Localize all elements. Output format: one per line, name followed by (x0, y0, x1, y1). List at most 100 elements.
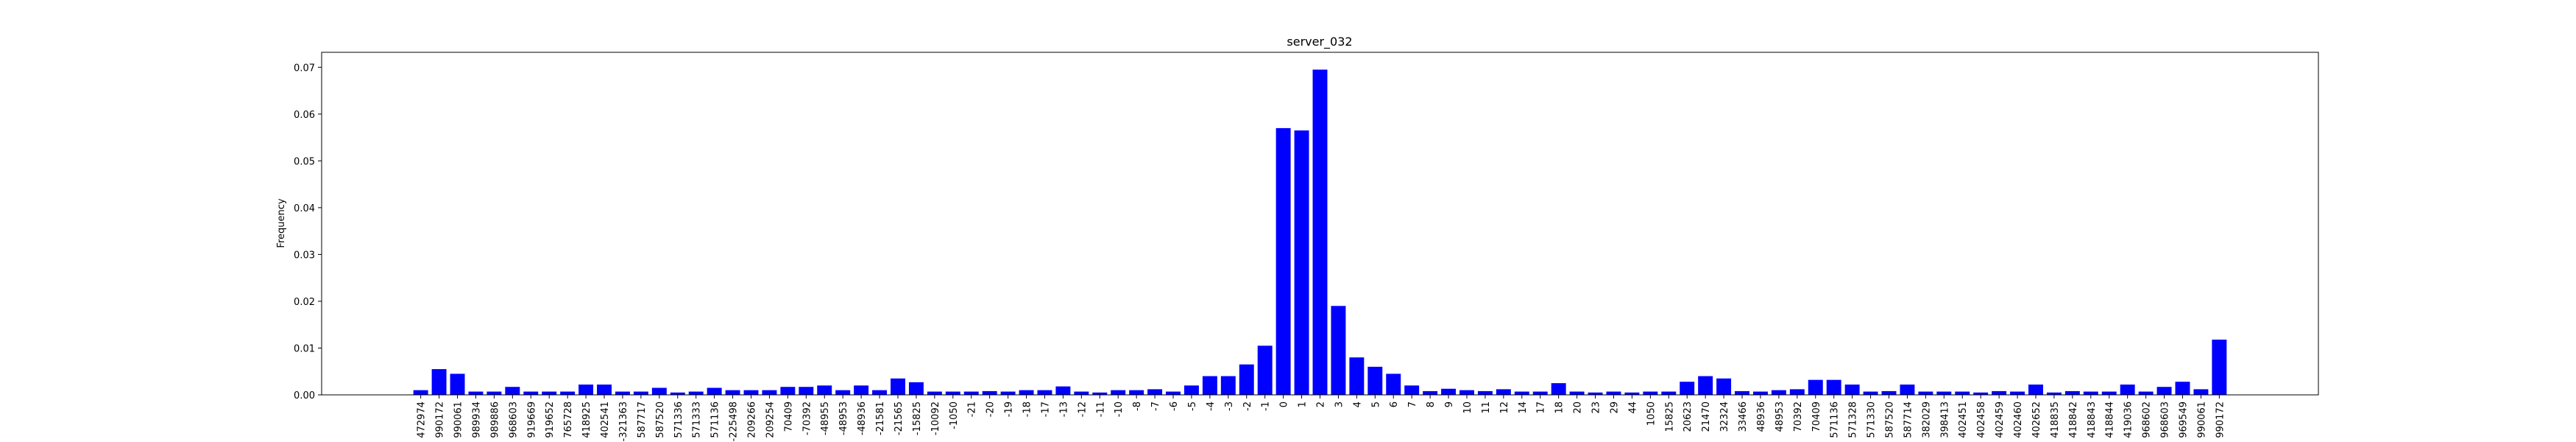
x-tick-label: 20 (1573, 401, 1584, 414)
bar (1257, 345, 1273, 395)
bar (413, 390, 428, 395)
x-tick-label: 70409 (783, 401, 794, 432)
bar (1459, 390, 1474, 395)
x-tick-label: 418835 (2050, 401, 2061, 438)
x-tick-label: 398413 (1939, 401, 1950, 438)
bar (1441, 388, 1457, 395)
plot-frame (321, 52, 2319, 396)
bar (1936, 391, 1952, 395)
bar (523, 391, 539, 395)
y-tick-label: 0.07 (294, 63, 315, 74)
x-tick-label: 969549 (2178, 401, 2189, 438)
y-tick-label: 0.02 (294, 297, 315, 308)
bar (1844, 385, 1860, 395)
bar (982, 390, 997, 395)
bar (1202, 376, 1217, 395)
x-tick-label: 472974 (417, 401, 428, 438)
bar (431, 369, 447, 395)
bar (633, 391, 648, 395)
bar (1698, 376, 1713, 395)
bar (2046, 392, 2062, 395)
bar (963, 391, 979, 395)
x-tick-label: 209254 (765, 401, 776, 438)
x-tick-label: 17 (1536, 401, 1547, 414)
x-tick-label: 382029 (1921, 401, 1932, 438)
bar (927, 391, 942, 395)
x-tick-label: 9 (1444, 401, 1455, 407)
y-tick-label: 0.06 (294, 110, 315, 121)
bar (615, 391, 630, 395)
x-tick-label: 968603 (508, 401, 519, 438)
bar (468, 391, 484, 395)
bar (1918, 391, 1933, 395)
x-tick-label: -1050 (949, 401, 960, 429)
y-tick-label: 0.03 (294, 250, 315, 261)
x-tick-label: 2 (1316, 401, 1327, 407)
x-tick-label: 15825 (1664, 401, 1675, 432)
bar (1166, 391, 1181, 395)
bar (1349, 357, 1365, 395)
x-tick-label: -6 (1169, 401, 1180, 411)
bar (542, 391, 557, 395)
x-tick-label: 23 (1591, 401, 1602, 414)
bar (450, 373, 465, 395)
x-tick-label: 418843 (2087, 401, 2098, 438)
x-tick-label: 919669 (526, 401, 537, 438)
x-tick-label: 989934 (471, 401, 482, 438)
x-tick-label: 48953 (1774, 401, 1786, 432)
x-tick-label: -20 (986, 401, 997, 417)
bar (1624, 392, 1640, 395)
bar (1900, 385, 1915, 395)
bar (1423, 390, 1438, 395)
x-tick-label: 11 (1481, 401, 1492, 414)
bar (1789, 389, 1805, 395)
x-tick-label: 1050 (1646, 401, 1657, 426)
x-tick-label: -3 (1224, 401, 1235, 411)
bar (1808, 379, 1823, 395)
x-tick-label: -10 (1114, 401, 1125, 417)
bar (505, 387, 520, 395)
bar (486, 391, 502, 395)
x-tick-label: 5 (1370, 401, 1381, 407)
bar (597, 385, 612, 395)
x-tick-label: 419036 (2123, 401, 2134, 438)
x-tick-label: 18 (1554, 401, 1565, 414)
x-tick-label: -225498 (729, 401, 740, 441)
bar (651, 387, 667, 395)
x-tick-label: -48953 (838, 401, 849, 435)
bar (1294, 130, 1309, 395)
bar (908, 382, 924, 395)
x-tick-label: -15825 (912, 401, 923, 435)
bar (1643, 391, 1658, 395)
x-tick-label: -21565 (894, 401, 905, 435)
x-tick-label: -18 (1022, 401, 1033, 417)
bar (2156, 387, 2172, 395)
bar (780, 387, 796, 395)
bar (670, 392, 685, 395)
bar (1367, 366, 1383, 395)
bar (1147, 389, 1163, 395)
x-tick-label: 3 (1334, 401, 1345, 407)
bar (799, 387, 814, 395)
x-tick-label: 418842 (2068, 401, 2079, 438)
x-tick-label: 10 (1462, 401, 1473, 414)
x-tick-label: -12 (1077, 401, 1088, 417)
x-tick-label: 7 (1407, 401, 1418, 407)
bar (1863, 391, 1878, 395)
x-tick-label: 44 (1627, 401, 1638, 414)
bar (1477, 390, 1493, 395)
x-tick-label: 571136 (1830, 401, 1841, 438)
x-tick-label: -13 (1058, 401, 1069, 417)
bar (1551, 383, 1566, 395)
x-tick-label: -4 (1206, 401, 1217, 411)
x-tick-label: 919652 (545, 401, 556, 438)
x-tick-label: 418925 (581, 401, 592, 438)
bar (707, 387, 722, 395)
bar (2193, 389, 2209, 395)
bar (1019, 390, 1034, 395)
x-tick-label: 402460 (2013, 401, 2024, 438)
x-tick-label: 571336 (673, 401, 684, 438)
chart-title: server_032 (1287, 35, 1352, 49)
x-tick-label: 990061 (2196, 401, 2207, 438)
